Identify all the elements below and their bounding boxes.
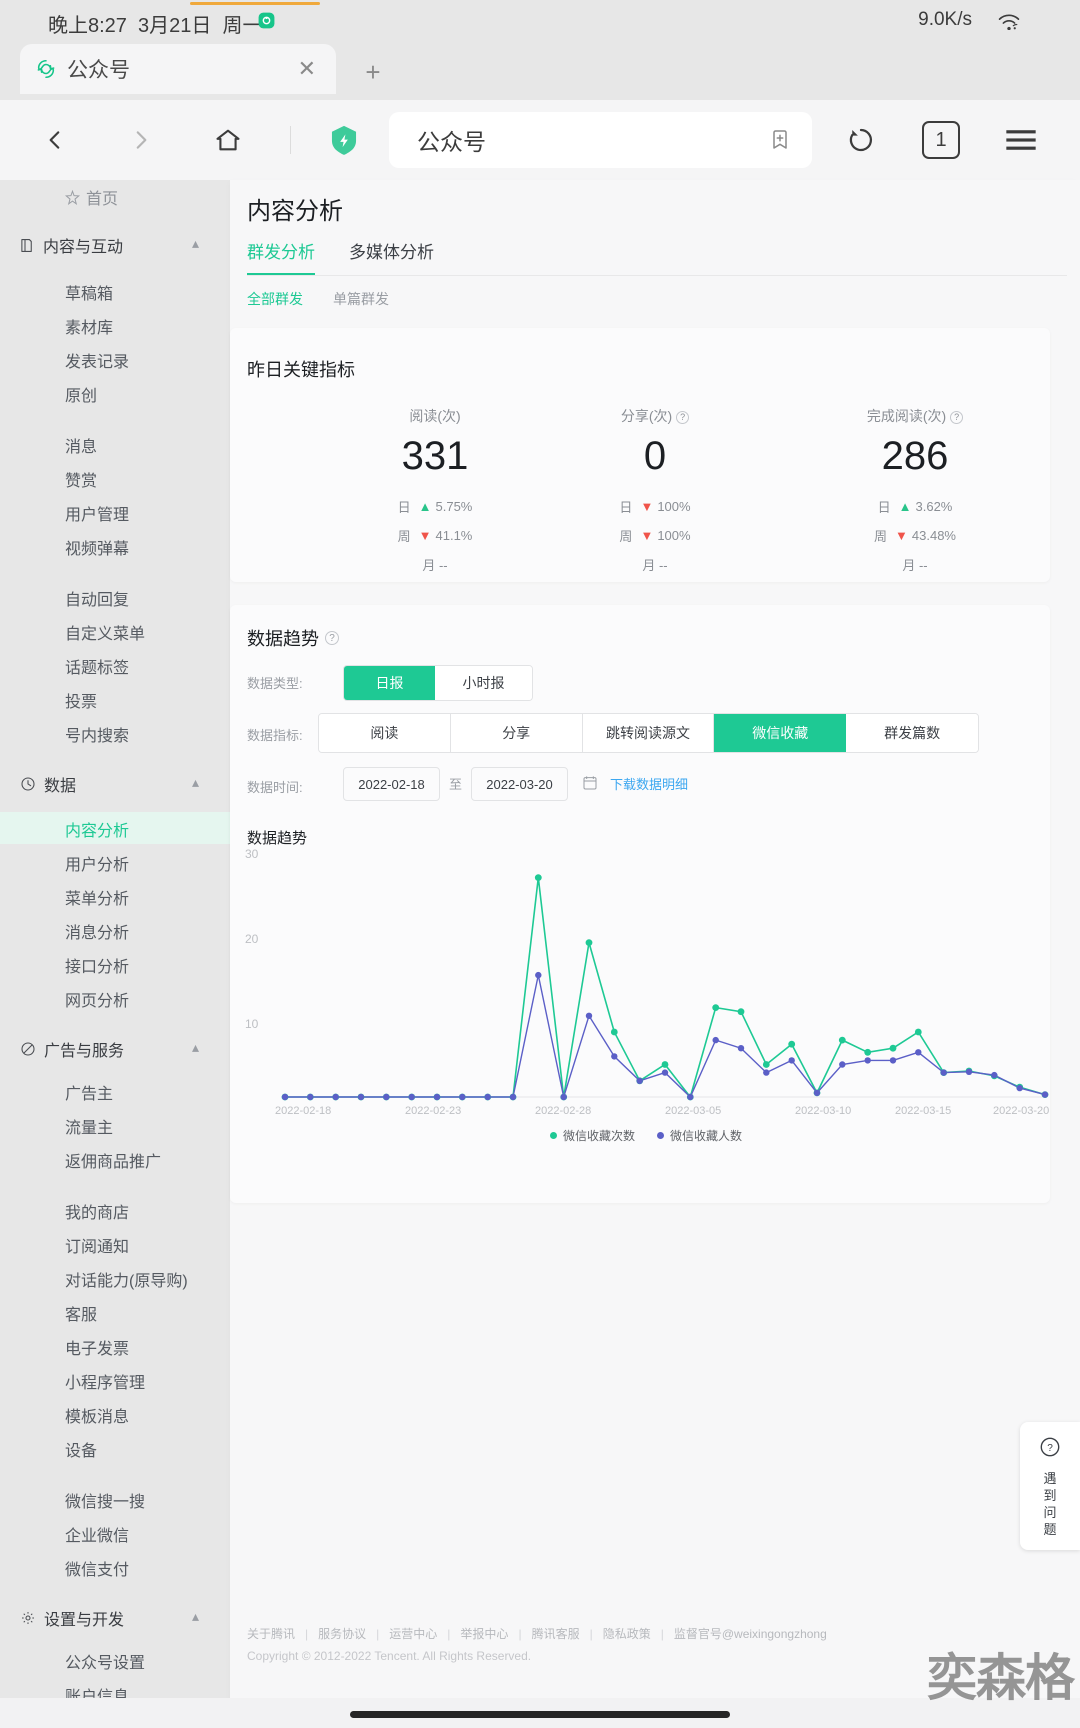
svg-text:?: ? xyxy=(1047,1443,1053,1454)
